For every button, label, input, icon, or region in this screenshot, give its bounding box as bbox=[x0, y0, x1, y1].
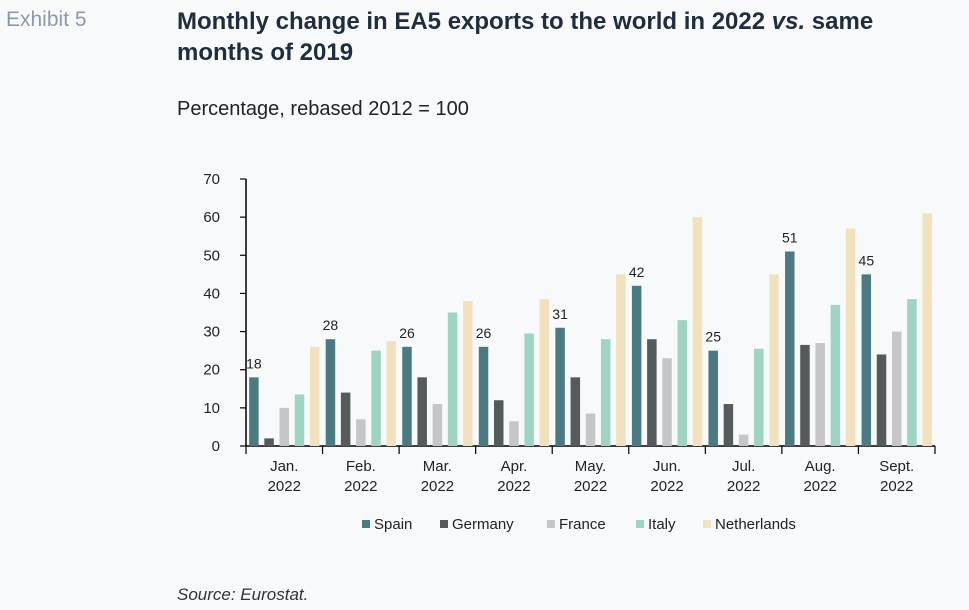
bar-italy-3 bbox=[524, 333, 534, 446]
bar-france-7 bbox=[815, 343, 825, 446]
bar-france-4 bbox=[585, 413, 596, 446]
title-part-2: same months of 2019 bbox=[177, 8, 874, 66]
legend-label-spain: Spain bbox=[374, 516, 412, 533]
bar-italy-4 bbox=[600, 339, 611, 446]
bar-netherlands-6 bbox=[769, 274, 779, 446]
bar-spain-4 bbox=[555, 327, 565, 446]
bar-netherlands-7 bbox=[845, 228, 856, 446]
bar-netherlands-1 bbox=[386, 341, 396, 446]
legend-label-italy: Italy bbox=[648, 516, 676, 533]
x-tick-label-month: Apr. bbox=[501, 458, 528, 475]
legend-swatch-netherlands bbox=[703, 520, 711, 528]
bar-netherlands-0 bbox=[309, 346, 320, 446]
x-tick-label-month: Jun. bbox=[653, 458, 681, 475]
y-tick-label: 60 bbox=[203, 209, 220, 226]
x-tick-label-month: Jul. bbox=[732, 458, 755, 475]
y-tick-label: 50 bbox=[203, 247, 220, 264]
bar-germany-0 bbox=[264, 438, 274, 446]
bar-spain-0 bbox=[249, 377, 259, 446]
legend-swatch-germany bbox=[440, 520, 448, 528]
x-tick-label-month: Mar. bbox=[423, 458, 452, 475]
x-tick-label-year: 2022 bbox=[497, 478, 530, 495]
bar-italy-8 bbox=[907, 299, 917, 446]
x-tick-label-year: 2022 bbox=[803, 478, 836, 495]
bar-france-6 bbox=[738, 434, 749, 446]
bar-netherlands-2 bbox=[463, 301, 473, 446]
bar-germany-3 bbox=[493, 400, 504, 446]
bar-netherlands-3 bbox=[539, 299, 550, 446]
x-tick-label-year: 2022 bbox=[344, 478, 377, 495]
legend-label-netherlands: Netherlands bbox=[715, 516, 796, 533]
data-label: 25 bbox=[705, 329, 721, 345]
data-label: 51 bbox=[782, 229, 798, 245]
data-label: 42 bbox=[629, 264, 645, 280]
y-tick-label: 40 bbox=[203, 285, 220, 302]
x-tick-label-month: Sept. bbox=[879, 458, 914, 475]
bar-germany-6 bbox=[723, 404, 734, 446]
bar-spain-8 bbox=[861, 274, 872, 446]
bar-spain-3 bbox=[478, 346, 489, 446]
bar-france-0 bbox=[279, 407, 290, 446]
bar-italy-0 bbox=[294, 394, 305, 446]
bar-spain-2 bbox=[402, 346, 412, 446]
x-tick-label-month: Aug. bbox=[805, 458, 836, 475]
bar-italy-5 bbox=[677, 320, 688, 446]
bar-france-5 bbox=[662, 358, 672, 446]
y-tick-label: 20 bbox=[203, 362, 220, 379]
data-label: 31 bbox=[552, 306, 568, 322]
data-label: 45 bbox=[859, 252, 875, 268]
data-label: 26 bbox=[476, 325, 492, 341]
data-label: 26 bbox=[399, 325, 415, 341]
x-tick-label-year: 2022 bbox=[650, 478, 683, 495]
bar-italy-1 bbox=[371, 350, 381, 446]
legend-swatch-france bbox=[547, 520, 555, 528]
x-tick-label-month: Jan. bbox=[270, 458, 298, 475]
legend-label-germany: Germany bbox=[452, 516, 514, 533]
bar-france-1 bbox=[356, 419, 366, 446]
chart-title: Monthly change in EA5 exports to the wor… bbox=[177, 6, 957, 68]
bar-netherlands-4 bbox=[616, 274, 626, 446]
bar-germany-5 bbox=[647, 339, 657, 446]
y-tick-label: 10 bbox=[203, 400, 220, 417]
y-tick-label: 70 bbox=[203, 171, 220, 188]
bar-germany-8 bbox=[876, 354, 887, 446]
legend-swatch-italy bbox=[636, 520, 644, 528]
x-tick-label-year: 2022 bbox=[727, 478, 760, 495]
bar-france-8 bbox=[891, 331, 902, 446]
bar-spain-5 bbox=[631, 285, 642, 446]
bar-germany-2 bbox=[417, 377, 427, 446]
bar-spain-7 bbox=[785, 251, 795, 446]
y-tick-label: 0 bbox=[212, 438, 220, 455]
bar-spain-1 bbox=[325, 339, 336, 446]
bar-italy-7 bbox=[830, 304, 841, 446]
title-vs: vs. bbox=[771, 8, 806, 35]
bar-netherlands-8 bbox=[922, 213, 932, 446]
chart-subtitle: Percentage, rebased 2012 = 100 bbox=[177, 98, 469, 120]
data-label: 28 bbox=[323, 317, 339, 333]
bar-spain-6 bbox=[708, 350, 718, 446]
data-label: 18 bbox=[246, 355, 262, 371]
x-tick-label-year: 2022 bbox=[268, 478, 301, 495]
x-tick-label-month: Feb. bbox=[346, 458, 376, 475]
bar-germany-1 bbox=[340, 392, 351, 446]
y-tick-label: 30 bbox=[203, 324, 220, 341]
legend-label-france: France bbox=[559, 516, 606, 533]
x-tick-label-year: 2022 bbox=[880, 478, 913, 495]
bar-chart: 0 10 20 30 40 50 60 70 18 Jan. 2022 28 Feb. 2022 26 Mar… bbox=[203, 171, 936, 533]
bar-germany-7 bbox=[800, 344, 810, 446]
bar-italy-6 bbox=[754, 348, 764, 446]
legend-swatch-spain bbox=[362, 520, 370, 528]
bar-italy-2 bbox=[447, 312, 458, 446]
bar-netherlands-5 bbox=[692, 217, 703, 446]
bar-germany-4 bbox=[570, 377, 581, 446]
x-tick-label-year: 2022 bbox=[574, 478, 607, 495]
source-note: Source: Eurostat. bbox=[177, 585, 309, 604]
x-tick-label-year: 2022 bbox=[421, 478, 454, 495]
bar-france-3 bbox=[509, 421, 519, 446]
bar-france-2 bbox=[432, 404, 443, 446]
title-part-1: Monthly change in EA5 exports to the wor… bbox=[177, 8, 772, 35]
x-tick-label-month: May. bbox=[575, 458, 606, 475]
exhibit-label: Exhibit 5 bbox=[6, 8, 87, 31]
